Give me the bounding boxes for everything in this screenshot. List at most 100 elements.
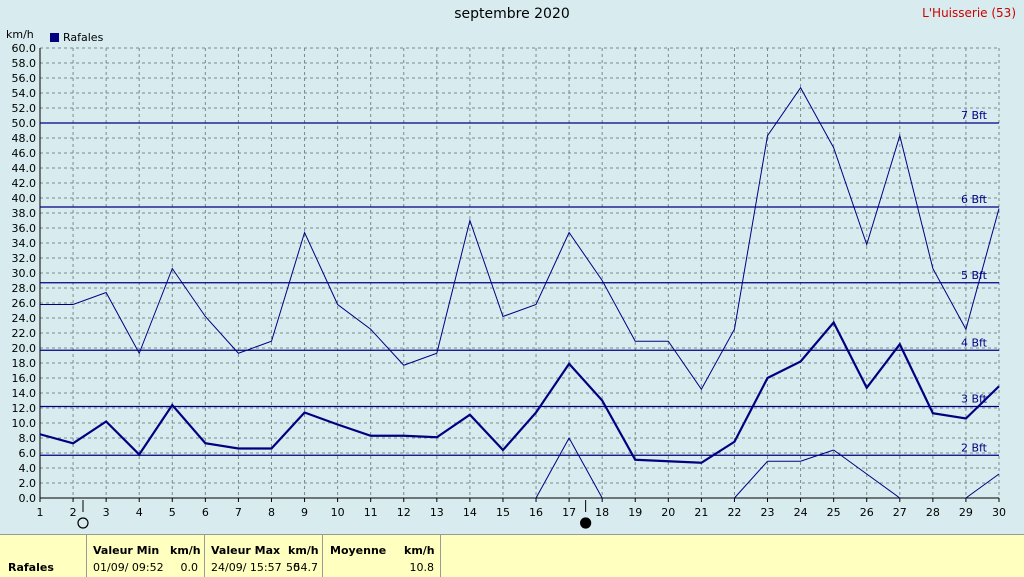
min-unit: km/h [170,544,201,557]
series-line-mean [39,320,1000,464]
y-tick-label: 2.0 [19,477,37,490]
x-tick-label: 28 [926,506,940,519]
y-tick-label: 0.0 [19,492,37,505]
x-tick-label: 21 [694,506,708,519]
series-segment-min [965,473,1000,499]
station-name: L'Huisserie (53) [922,6,1016,20]
x-tick-label: 22 [727,506,741,519]
x-tick-label: 20 [661,506,675,519]
y-axis-unit: km/h [6,28,34,41]
x-tick-label: 29 [959,506,973,519]
y-tick-label: 24.0 [12,312,37,325]
x-tick-label: 18 [595,506,609,519]
beaufort-label: 7 Bft [961,109,988,122]
y-tick-label: 18.0 [12,357,37,370]
y-tick-label: 6.0 [19,447,37,460]
y-tick-label: 52.0 [12,102,37,115]
y-tick-label: 22.0 [12,327,37,340]
y-tick-label: 44.0 [12,162,37,175]
y-tick-label: 48.0 [12,132,37,145]
min-value: 0.0 [180,561,199,574]
series-segment-min [734,460,768,499]
beaufort-label: 5 Bft [961,269,988,282]
min-time: 01/09/ 09:52 [93,561,164,574]
y-tick-label: 36.0 [12,222,37,235]
series-segment-min [866,473,901,499]
wind-gust-chart: 0.0 2.0 4.0 6.0 8.0 10.0 12.0 14.0 16.0 18.0 20.0 2… [12,42,1006,529]
y-tick-label: 10.0 [12,417,37,430]
footer-min-cell: Valeur Min km/h 01/09/ 09:52 0.0 [86,535,205,577]
x-tick-label: 15 [496,506,510,519]
x-tick-label: 1 [37,506,44,519]
y-tick-label: 8.0 [19,432,37,445]
series-segment-min [800,449,834,462]
y-tick-label: 58.0 [12,57,37,70]
x-tick-label: 17 [562,506,576,519]
x-tick-label: 9 [301,506,308,519]
y-tick-label: 50.0 [12,117,37,130]
mean-unit: km/h [404,544,435,557]
x-tick-label: 25 [827,506,841,519]
y-tick-label: 20.0 [12,342,37,355]
max-header: Valeur Max [211,544,281,557]
chart-title: septembre 2020 [454,6,570,22]
x-tick-label: 6 [202,506,209,519]
beaufort-label: 6 Bft [961,193,988,206]
beaufort-label: 4 Bft [961,336,988,349]
x-tick-label: 7 [235,506,242,519]
series-line-max [40,86,1000,391]
y-tick-label: 60.0 [12,42,37,55]
y-tick-label: 12.0 [12,402,37,415]
x-tick-label: 27 [893,506,907,519]
x-tick-label: 10 [331,506,345,519]
mean-header: Moyenne [330,544,387,557]
footer-row-label-cell: Rafales [0,535,87,577]
x-tick-label: 23 [761,506,775,519]
min-header: Valeur Min [93,544,160,557]
y-tick-label: 42.0 [12,177,37,190]
y-tick-label: 16.0 [12,372,37,385]
footer-row-label: Rafales [8,561,54,574]
y-tick-label: 30.0 [12,267,37,280]
y-tick-label: 56.0 [12,72,37,85]
footer-max-cell: Valeur Max km/h 24/09/ 15:57 50 54.7 [204,535,323,577]
x-tick-label: 11 [364,506,378,519]
y-tick-label: 38.0 [12,207,37,220]
y-tick-label: 32.0 [12,252,37,265]
beaufort-label: 3 Bft [961,393,988,406]
y-tick-label: 46.0 [12,147,37,160]
x-tick-label: 24 [794,506,808,519]
x-tick-label: 12 [397,506,411,519]
series-segment-min [535,437,570,499]
x-tick-label: 26 [860,506,874,519]
max-value: 54.7 [293,561,319,574]
y-tick-label: 40.0 [12,192,37,205]
y-tick-label: 34.0 [12,237,37,250]
y-tick-label: 28.0 [12,282,37,295]
stats-footer: Rafales Valeur Min km/h 01/09/ 09:52 0.0… [0,534,1024,577]
moon-phase-new-icon [580,517,592,529]
x-tick-label: 13 [430,506,444,519]
x-tick-label: 14 [463,506,477,519]
legend-label: Rafales [63,31,104,44]
x-tick-label: 16 [529,506,543,519]
beaufort-label: 2 Bft [961,441,988,454]
x-tick-label: 5 [169,506,176,519]
legend: Rafales [50,31,103,44]
x-tick-label: 8 [268,506,275,519]
x-tick-label: 19 [628,506,642,519]
series-segment-min [568,437,603,499]
x-tick-label: 2 [70,506,77,519]
y-tick-label: 4.0 [19,462,37,475]
y-tick-label: 14.0 [12,387,37,400]
y-tick-label: 26.0 [12,297,37,310]
x-tick-label: 30 [992,506,1006,519]
footer-mean-cell: Moyenne km/h 10.8 [322,535,441,577]
mean-value: 10.8 [409,561,435,574]
legend-swatch [50,33,59,42]
max-time: 24/09/ 15:57 [211,561,282,574]
y-tick-label: 54.0 [12,87,37,100]
series-segment-min [833,449,868,475]
moon-phase-full-icon [77,517,89,529]
max-unit: km/h [288,544,319,557]
